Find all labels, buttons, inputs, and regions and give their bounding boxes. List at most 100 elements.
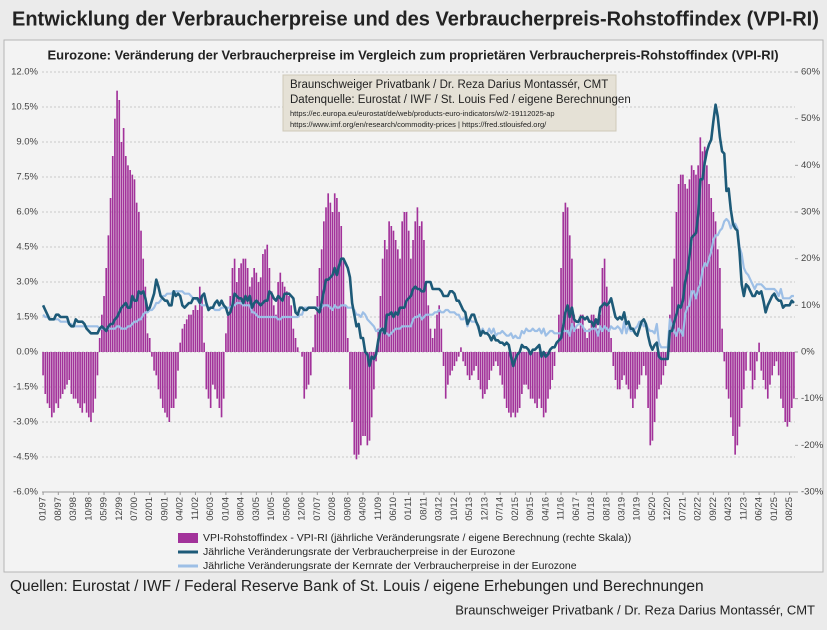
y2-tick-label: 10%	[801, 300, 821, 311]
bar	[732, 352, 734, 436]
bar	[64, 352, 66, 390]
x-tick-label: 01/18	[586, 497, 597, 521]
bar	[229, 296, 232, 352]
bar	[743, 352, 745, 390]
bar	[442, 352, 445, 366]
bar	[249, 286, 251, 352]
bar	[220, 352, 223, 418]
x-tick-label: 11/02	[190, 497, 201, 520]
bar	[597, 328, 599, 352]
x-tick-label: 07/14	[495, 497, 506, 521]
bar	[760, 352, 763, 371]
bar	[231, 268, 234, 352]
bar	[481, 352, 484, 399]
bar	[203, 342, 205, 352]
bar	[749, 352, 752, 371]
legend-label: VPI-Rohstoffindex - VPI-RI (jährliche Ve…	[203, 532, 631, 544]
bar	[538, 352, 541, 399]
bar	[270, 291, 273, 352]
bar	[351, 352, 353, 422]
x-tick-label: 04/23	[723, 497, 734, 521]
bar	[453, 352, 456, 366]
bar	[183, 324, 186, 352]
bar	[362, 352, 364, 436]
bar	[786, 352, 789, 427]
bar	[353, 352, 356, 455]
line	[41, 103, 795, 368]
x-tick-label: 07/21	[677, 497, 688, 521]
bar	[614, 352, 617, 380]
bar	[638, 352, 641, 385]
x-tick-label: 04/16	[540, 497, 551, 521]
bar	[507, 352, 510, 413]
bar	[703, 146, 706, 352]
bar	[140, 230, 142, 352]
bar	[96, 352, 99, 376]
x-tick-label: 06/24	[754, 497, 765, 521]
bar	[488, 352, 491, 380]
bar	[251, 277, 253, 352]
bar	[355, 352, 358, 460]
bar	[92, 352, 94, 413]
bar	[584, 328, 586, 352]
bar	[268, 268, 271, 352]
bar	[129, 170, 131, 352]
bar	[225, 333, 227, 352]
bar	[294, 338, 297, 352]
x-tick-label: 12/13	[479, 497, 490, 521]
bar	[423, 240, 425, 352]
bar	[618, 352, 621, 390]
x-tick-label: 06/03	[205, 497, 216, 521]
bar	[81, 352, 84, 413]
bar	[490, 352, 493, 371]
bar	[451, 352, 454, 371]
bar	[462, 352, 464, 362]
bar	[107, 235, 110, 352]
bar	[177, 352, 179, 371]
x-tick-label: 01/04	[220, 497, 231, 521]
bar	[603, 258, 606, 352]
bar	[758, 342, 760, 352]
y-tick-label: -1.5%	[13, 382, 38, 393]
x-tick-label: 12/99	[114, 497, 125, 521]
y-tick-label: -3.0%	[13, 417, 38, 428]
bar	[399, 258, 401, 352]
bar	[649, 352, 652, 446]
x-tick-label: 04/02	[175, 497, 186, 521]
bar	[531, 352, 534, 399]
bar	[357, 352, 360, 455]
bar	[412, 240, 414, 352]
bar	[460, 347, 462, 352]
bar	[651, 352, 654, 441]
bar	[420, 221, 423, 352]
bar	[83, 352, 86, 404]
bar	[586, 338, 588, 352]
x-tick-label: 07/00	[129, 497, 140, 521]
bar	[196, 310, 199, 352]
credit: Braunschweiger Privatbank / Dr. Reza Dar…	[455, 602, 815, 617]
bar	[390, 226, 393, 352]
bar	[727, 352, 730, 399]
bar	[379, 296, 382, 352]
bar	[542, 352, 545, 418]
bar	[675, 212, 678, 352]
bar	[185, 319, 188, 352]
bar	[734, 352, 736, 455]
bar	[410, 258, 412, 352]
bar	[312, 347, 314, 352]
bar	[751, 352, 754, 390]
bar	[212, 352, 214, 385]
bar	[773, 352, 776, 366]
x-tick-label: 02/01	[144, 497, 155, 521]
x-tick-label: 11/23	[738, 497, 749, 520]
bar	[157, 352, 160, 390]
bar	[168, 352, 171, 422]
bar	[784, 352, 787, 422]
bar	[625, 352, 628, 385]
bar	[66, 352, 68, 385]
y2-tick-label: -10%	[801, 393, 824, 404]
bar	[394, 240, 397, 352]
bar	[551, 352, 554, 380]
bar	[701, 151, 704, 352]
bar	[190, 314, 192, 352]
